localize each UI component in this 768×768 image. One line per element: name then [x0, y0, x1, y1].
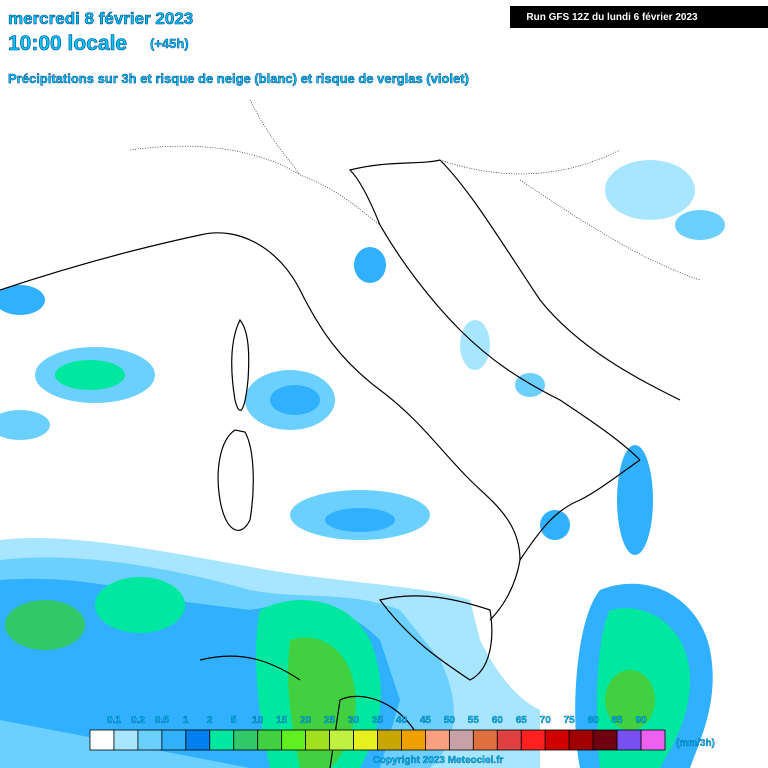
legend-label: 20	[300, 715, 312, 726]
legend-swatch	[137, 729, 163, 751]
legend-swatch	[329, 729, 354, 751]
legend-label: 60	[492, 715, 504, 726]
legend-swatch	[281, 729, 307, 751]
legend-label: 50	[444, 715, 456, 726]
legend-label: 2	[207, 715, 213, 726]
legend-swatch	[640, 729, 666, 751]
legend-swatch	[257, 729, 283, 751]
legend-swatch	[377, 729, 402, 751]
legend-swatch	[89, 729, 115, 751]
legend-unit: (mm/3h)	[676, 738, 715, 749]
precipitation	[0, 160, 725, 768]
legend-label: 0.1	[107, 715, 121, 726]
time-label: 10:00 locale	[8, 32, 127, 55]
offset-label: (+45h)	[150, 36, 189, 51]
legend-swatch	[305, 729, 330, 751]
legend-swatch	[616, 729, 642, 751]
legend-label: 80	[588, 715, 600, 726]
legend-swatch	[544, 729, 570, 751]
legend-label: 5	[231, 715, 237, 726]
legend-label: 75	[564, 715, 576, 726]
legend-swatch	[161, 729, 187, 751]
subtitle: Précipitations sur 3h et risque de neige…	[8, 71, 469, 86]
legend-swatch	[113, 729, 139, 751]
legend-label: 90	[635, 715, 647, 726]
legend-label: 0.5	[155, 715, 169, 726]
legend-label: 0.2	[131, 715, 145, 726]
legend-swatch	[592, 729, 618, 751]
legend-swatch	[401, 729, 426, 751]
legend-label: 15	[276, 715, 288, 726]
legend-label: 40	[396, 715, 408, 726]
legend-swatch	[472, 729, 498, 751]
legend-swatch	[448, 729, 474, 751]
legend-label: 45	[420, 715, 432, 726]
legend: 0.1 0.2 0.5 1 2 5 10 15 20 25 30 35 40 45 50 55 60 65 70 75…	[89, 715, 666, 751]
legend-label: 25	[324, 715, 336, 726]
legend-swatch	[568, 729, 594, 751]
legend-label: 70	[540, 715, 552, 726]
legend-label: 1	[183, 715, 189, 726]
coastlines	[0, 99, 701, 768]
run-banner	[510, 6, 768, 28]
date-label: mercredi 8 février 2023	[8, 9, 193, 28]
legend-label: 55	[468, 715, 480, 726]
legend-swatch	[353, 729, 378, 751]
legend-swatch	[520, 729, 546, 751]
legend-label: 65	[516, 715, 528, 726]
run-label: Run GFS 12Z du lundi 6 février 2023	[526, 12, 698, 23]
legend-swatch	[425, 729, 450, 751]
legend-swatch	[496, 729, 522, 751]
legend-label: 30	[348, 715, 360, 726]
legend-label: 85	[612, 715, 624, 726]
legend-swatch	[233, 729, 259, 751]
legend-swatch	[185, 729, 211, 751]
legend-label: 10	[252, 715, 264, 726]
legend-label: 35	[372, 715, 384, 726]
copyright: Copyright 2023 Meteociel.fr	[373, 755, 504, 766]
legend-swatch	[209, 729, 235, 751]
